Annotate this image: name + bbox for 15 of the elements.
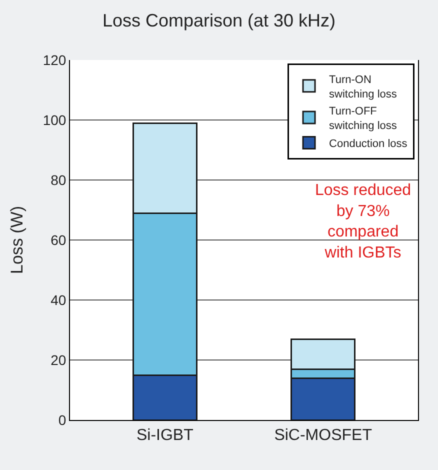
y-tick-label: 0 (58, 412, 66, 428)
y-tick-label: 20 (50, 352, 66, 368)
x-tick-label: SiC-MOSFET (274, 427, 372, 444)
y-tick-label: 80 (50, 172, 66, 188)
y-axis-title: Loss (W) (7, 206, 26, 274)
annotation: Loss reduced by 73% compared with IGBTs (315, 182, 412, 262)
y-tick-label: 100 (42, 112, 66, 128)
legend-label: Turn-ON switching loss (329, 74, 398, 100)
y-tick-label: 60 (50, 232, 66, 248)
chart-title: Loss Comparison (at 30 kHz) (102, 10, 336, 31)
y-tick-label: 120 (42, 52, 66, 68)
legend-label: Conduction loss (329, 138, 408, 150)
legend-label: Turn-OFF switching loss (329, 106, 398, 132)
x-tick-label: Si-IGBT (136, 427, 194, 444)
y-tick-label: 40 (50, 292, 66, 308)
